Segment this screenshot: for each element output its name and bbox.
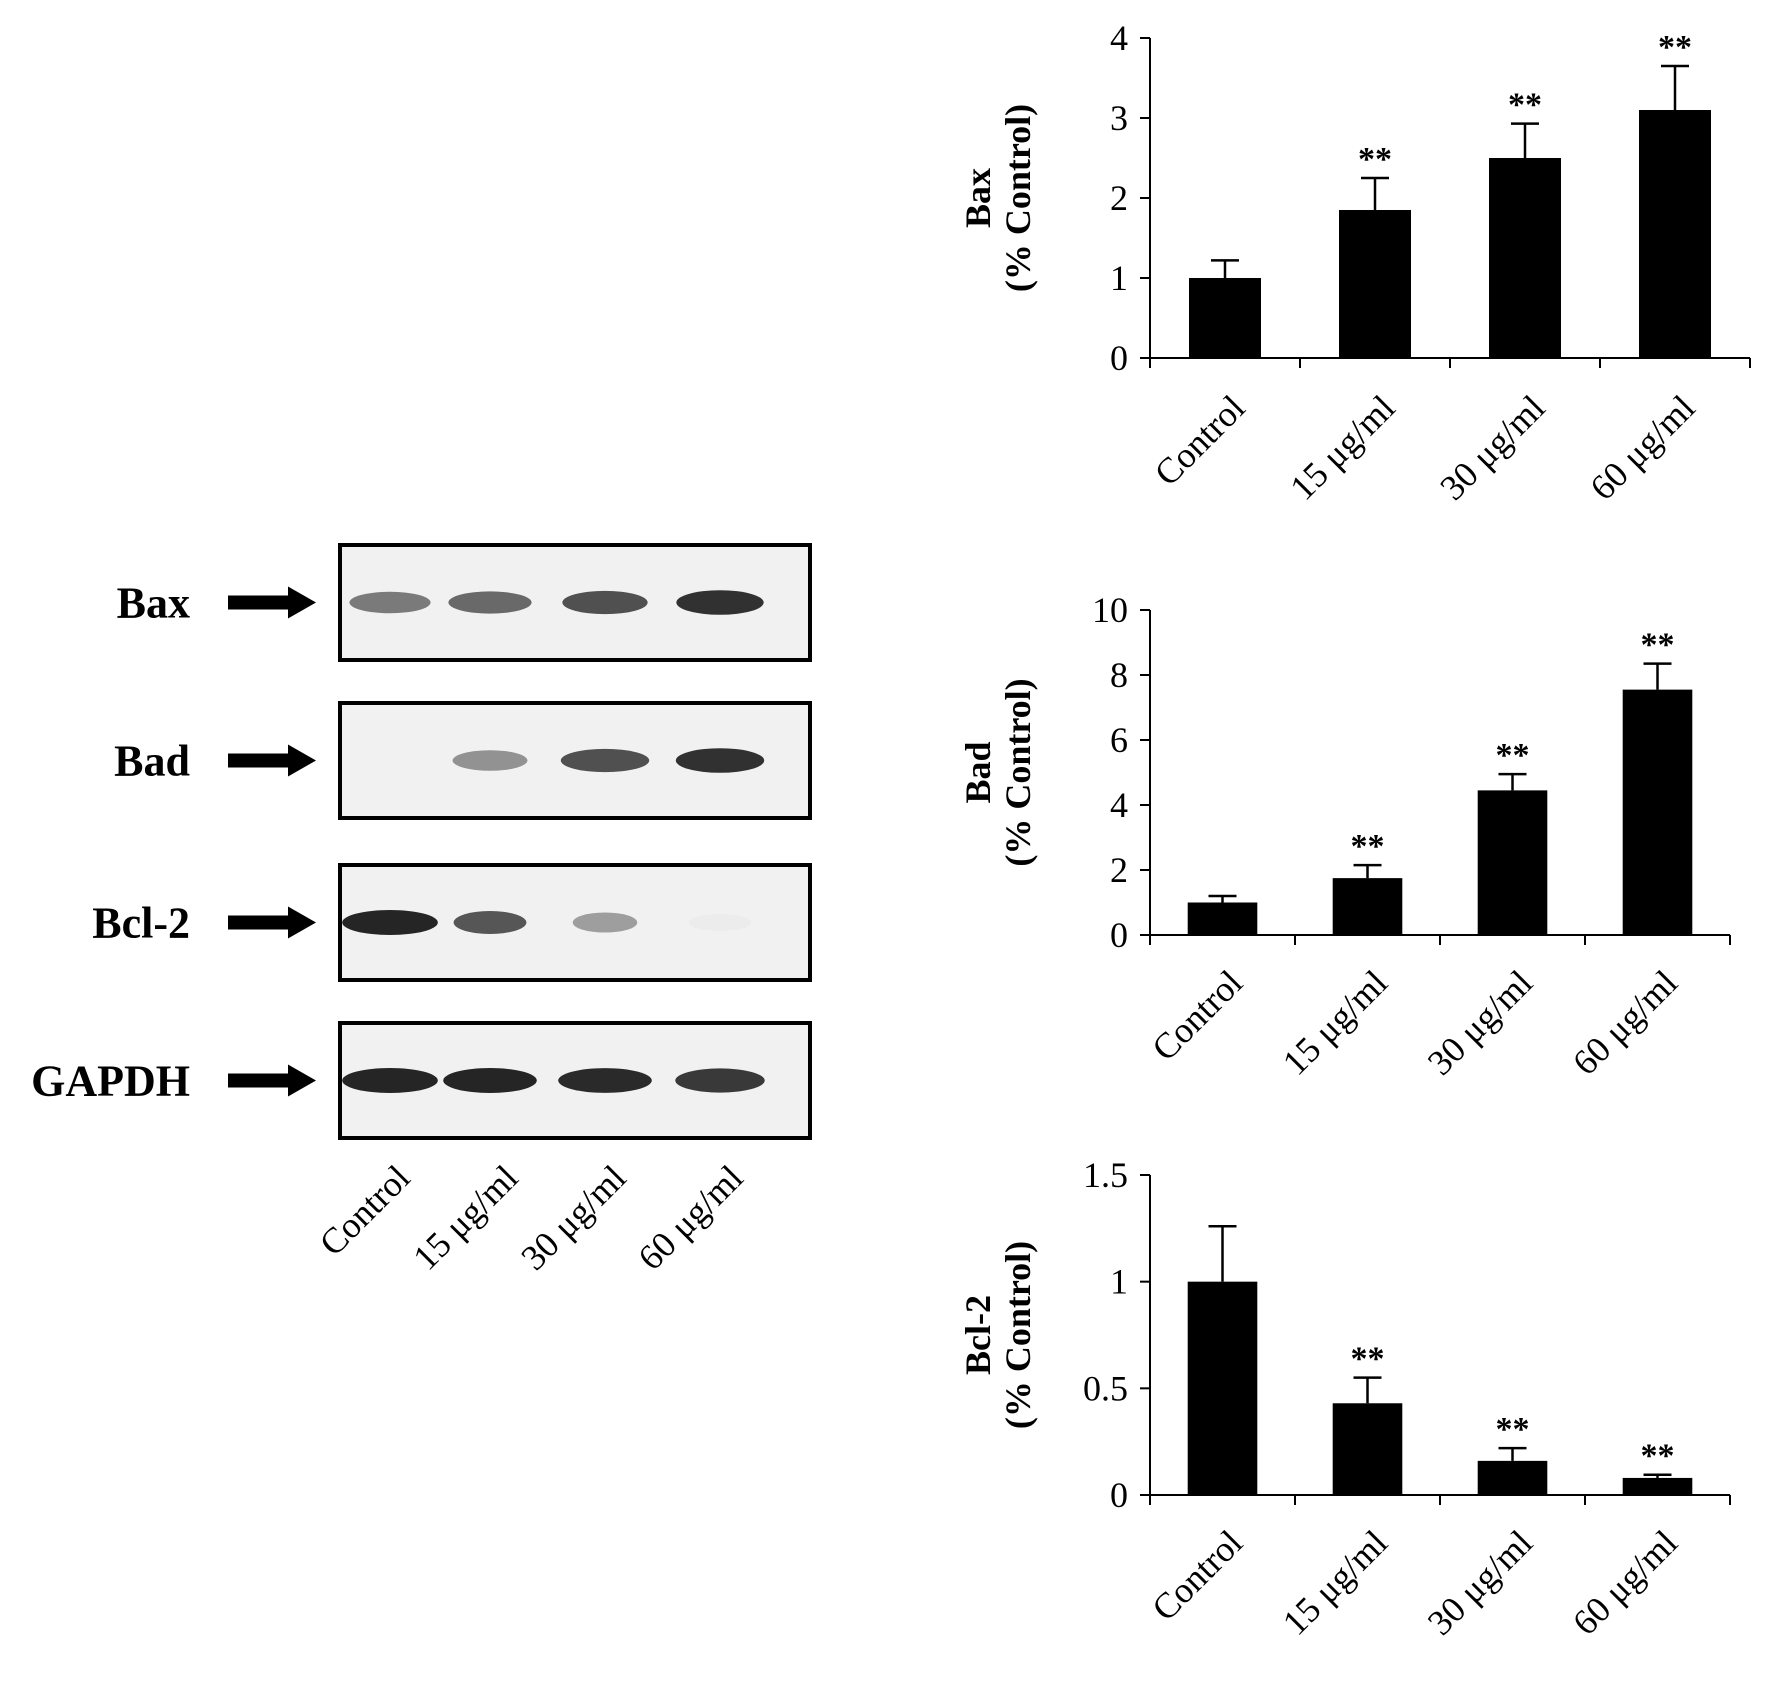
y-tick-label: 4 (1110, 18, 1128, 58)
x-category-label: 30 μg/ml (1420, 1522, 1540, 1642)
x-category-label: Control (1147, 387, 1253, 493)
chart-bax: 0 1 2 3 4 Bax (% Control) Control ** 15 μg/ml ** 30… (958, 18, 1751, 508)
band-bad-lane-4 (675, 748, 765, 773)
y-axis-label-line: (% Control) (998, 104, 1038, 292)
y-tick-label: 3 (1110, 98, 1128, 138)
y-tick-label: 8 (1110, 655, 1128, 695)
significance-marker: ** (1351, 1341, 1385, 1378)
y-axis-label-line: (% Control) (998, 678, 1038, 866)
y-tick-label: 2 (1110, 178, 1128, 218)
band-bax-lane-3 (562, 590, 648, 615)
significance-marker: ** (1508, 87, 1542, 124)
bar-30-g-ml (1477, 1460, 1548, 1495)
x-category-label: 15 μg/ml (1275, 962, 1395, 1082)
lane-label-60-g-ml: 60 μg/ml (630, 1157, 750, 1277)
y-tick-label: 4 (1110, 785, 1128, 825)
arrow-icon (288, 744, 316, 777)
y-tick-label: 1.5 (1083, 1155, 1128, 1195)
chart-bcl-2: 0 0.5 1 1.5 Bcl-2 (% Control) Control ** 15 μg/m… (958, 1155, 1731, 1643)
band-gapdh-lane-1 (342, 1068, 438, 1093)
x-category-label: 15 μg/ml (1275, 1522, 1395, 1642)
significance-marker: ** (1496, 737, 1530, 774)
band-bax-lane-2 (448, 591, 532, 614)
y-tick-label: 1 (1110, 258, 1128, 298)
band-bad-lane-2 (452, 750, 528, 771)
bar-15-g-ml (1339, 210, 1411, 358)
y-tick-label: 0 (1110, 338, 1128, 378)
x-category-label: 60 μg/ml (1565, 962, 1685, 1082)
y-tick-label: 0.5 (1083, 1368, 1128, 1408)
y-axis-label-line: (% Control) (998, 1241, 1038, 1429)
bar-control (1187, 902, 1258, 935)
y-tick-label: 10 (1092, 590, 1128, 630)
band-bcl-2-lane-3 (572, 912, 638, 933)
y-tick-label: 1 (1110, 1262, 1128, 1302)
y-axis-label: Bax (% Control) (958, 104, 1038, 292)
lane-label-30-g-ml: 30 μg/ml (513, 1157, 633, 1277)
x-category-label: Control (1144, 962, 1250, 1068)
y-axis-label-line: Bax (958, 168, 998, 228)
band-bcl-2-lane-2 (453, 911, 527, 934)
y-tick-label: 0 (1110, 1475, 1128, 1515)
bar-60-g-ml (1639, 110, 1711, 358)
band-bcl-2-lane-4 (688, 914, 752, 931)
significance-marker: ** (1658, 29, 1692, 66)
lane-label-control: Control (312, 1157, 418, 1263)
blot-label-bad: Bad (114, 737, 190, 786)
significance-marker: ** (1351, 828, 1385, 865)
significance-marker: ** (1358, 141, 1392, 178)
y-axis-label-line: Bad (958, 741, 998, 803)
lane-label-15-g-ml: 15 μg/ml (405, 1157, 525, 1277)
y-tick-label: 2 (1110, 850, 1128, 890)
blot-row-gapdh: GAPDH (31, 1021, 812, 1140)
bar-30-g-ml (1477, 790, 1548, 935)
y-axis-label-line: Bcl-2 (958, 1295, 998, 1375)
significance-marker: ** (1496, 1411, 1530, 1448)
blot-label-bcl-2: Bcl-2 (92, 899, 190, 948)
bar-30-g-ml (1489, 158, 1561, 358)
arrow-icon (288, 586, 316, 619)
significance-marker: ** (1641, 1438, 1675, 1475)
blot-row-bcl-2: Bcl-2 (92, 863, 812, 982)
x-category-label: 60 μg/ml (1582, 387, 1702, 507)
y-tick-label: 0 (1110, 915, 1128, 955)
blot-row-bad: Bad (114, 701, 812, 820)
arrow-icon (288, 906, 316, 939)
bar-control (1189, 278, 1261, 358)
band-bcl-2-lane-1 (342, 910, 438, 935)
bar-15-g-ml (1332, 878, 1403, 935)
x-category-label: 60 μg/ml (1565, 1522, 1685, 1642)
band-gapdh-lane-4 (675, 1068, 765, 1093)
y-axis-label: Bad (% Control) (958, 678, 1038, 866)
band-bax-lane-4 (676, 590, 764, 615)
x-category-label: 30 μg/ml (1420, 962, 1540, 1082)
blot-row-bax: Bax (117, 543, 812, 662)
y-axis-label: Bcl-2 (% Control) (958, 1241, 1038, 1429)
bar-control (1187, 1281, 1258, 1495)
band-bax-lane-1 (349, 591, 431, 614)
bar-15-g-ml (1332, 1403, 1403, 1495)
blot-label-bax: Bax (117, 579, 190, 628)
band-gapdh-lane-2 (443, 1068, 537, 1093)
x-category-label: Control (1144, 1522, 1250, 1628)
bar-60-g-ml (1622, 1477, 1693, 1495)
band-bad-lane-3 (560, 748, 650, 773)
blot-label-gapdh: GAPDH (31, 1057, 190, 1106)
bar-60-g-ml (1622, 689, 1693, 935)
x-category-label: 15 μg/ml (1282, 387, 1402, 507)
y-tick-label: 6 (1110, 720, 1128, 760)
x-category-label: 30 μg/ml (1432, 387, 1552, 507)
significance-marker: ** (1641, 627, 1675, 664)
arrow-icon (288, 1064, 316, 1097)
band-gapdh-lane-3 (558, 1068, 652, 1093)
chart-bad: 0 2 4 6 8 10 Bad (% Control) Control ** 15 μg/ml **… (958, 590, 1731, 1083)
